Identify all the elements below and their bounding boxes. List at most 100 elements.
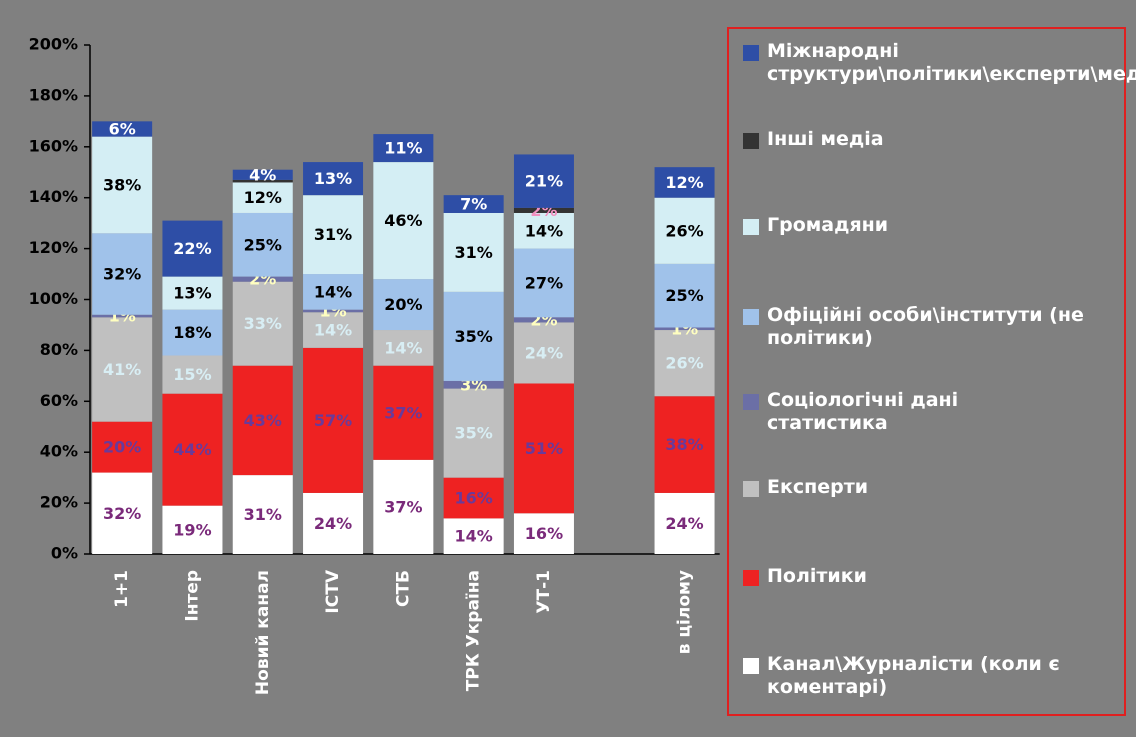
legend-label: Експерти <box>767 476 869 498</box>
legend-swatch <box>743 394 759 410</box>
x-tick-label: Новий канал <box>253 570 273 695</box>
legend-swatch <box>743 219 759 235</box>
bar-segment <box>92 314 153 318</box>
data-label: 12% <box>665 173 703 192</box>
x-tick-label: в цілому <box>675 570 695 654</box>
bar-segment <box>303 274 364 310</box>
data-label: 57% <box>314 411 352 430</box>
x-tick-label: УТ-1 <box>534 570 554 614</box>
bar-segment <box>513 212 574 249</box>
bar-segment <box>162 355 223 394</box>
data-label: 37% <box>384 403 422 422</box>
data-label: 6% <box>109 119 136 138</box>
data-label: 31% <box>314 225 352 244</box>
data-label: 14% <box>384 338 422 357</box>
legend-label: Канал\Журналісти (коли є коментарі) <box>767 653 1060 698</box>
bar-segment <box>92 136 153 234</box>
bar-segment <box>232 169 293 180</box>
y-tick-label: 180% <box>29 85 78 104</box>
bar-segment <box>232 281 293 366</box>
bar-segment <box>303 312 364 348</box>
data-label: 21% <box>525 172 563 191</box>
bar-segment <box>513 513 574 554</box>
legend-label: Міжнародні структури\політики\експерти\м… <box>767 40 1136 85</box>
data-label: 32% <box>103 504 141 523</box>
data-label: 4% <box>249 165 276 184</box>
y-tick-label: 80% <box>40 340 78 359</box>
bar-segment <box>373 134 434 163</box>
data-label: 14% <box>525 221 563 240</box>
legend-entry: Міжнародні структури\політики\експерти\м… <box>743 40 1136 86</box>
bar-segment <box>654 197 715 264</box>
data-label: 32% <box>103 265 141 284</box>
legend-entry: Інші медіа <box>743 128 1115 151</box>
data-label: 27% <box>525 273 563 292</box>
data-label: 16% <box>525 524 563 543</box>
bar-segment <box>654 327 715 331</box>
data-label: 46% <box>384 211 422 230</box>
data-label: 13% <box>314 169 352 188</box>
legend-swatch <box>743 570 759 586</box>
data-label: 14% <box>314 321 352 340</box>
y-tick-label: 100% <box>29 289 78 308</box>
bar-segment <box>654 330 715 397</box>
legend: Міжнародні структури\політики\експерти\м… <box>727 27 1136 716</box>
data-label: 24% <box>665 514 703 533</box>
data-label: 19% <box>173 520 211 539</box>
data-label: 35% <box>455 424 493 443</box>
bar-segment <box>373 162 434 280</box>
legend-entry: Політики <box>743 565 1115 588</box>
bar-segment <box>162 309 223 356</box>
bar-segment <box>373 279 434 331</box>
bar-segment <box>92 317 153 422</box>
bar-segment <box>513 248 574 318</box>
data-label: 31% <box>455 243 493 262</box>
data-label: 16% <box>455 489 493 508</box>
bar-segment <box>654 396 715 493</box>
legend-swatch <box>743 45 759 61</box>
bar-segment <box>443 518 504 554</box>
data-label: 44% <box>173 440 211 459</box>
y-tick-label: 40% <box>40 442 78 461</box>
bar-segment <box>654 263 715 328</box>
legend-swatch <box>743 481 759 497</box>
data-label: 20% <box>103 438 141 457</box>
bar-segment <box>303 162 364 196</box>
y-tick-label: 0% <box>51 544 78 563</box>
x-tick-label: ICTV <box>323 569 343 613</box>
bar-segment <box>513 154 574 208</box>
data-label: 51% <box>525 439 563 458</box>
data-label: 37% <box>384 497 422 516</box>
legend-swatch <box>743 658 759 674</box>
bar-segment <box>232 212 293 277</box>
legend-entry: Соціологічні дані статистика <box>743 389 1115 435</box>
data-label: 38% <box>665 435 703 454</box>
bar-segment <box>373 365 434 460</box>
data-label: 14% <box>455 527 493 546</box>
bar-segment <box>232 276 293 282</box>
x-tick-label: Інтер <box>182 570 202 622</box>
legend-entry: Громадяни <box>743 214 1115 237</box>
bar-segment <box>303 492 364 554</box>
data-label: 14% <box>314 282 352 301</box>
bar-segment <box>513 207 574 213</box>
bar-segment <box>373 330 434 366</box>
bar-segment <box>513 317 574 323</box>
y-tick-label: 140% <box>29 187 78 206</box>
bar-segment <box>92 121 153 137</box>
legend-swatch <box>743 133 759 149</box>
data-label: 25% <box>665 286 703 305</box>
data-label: 24% <box>525 343 563 362</box>
bar-segment <box>443 291 504 381</box>
legend-label: Офіційні особи\інститути (не політики) <box>767 304 1084 349</box>
bar-segment <box>373 459 434 554</box>
x-tick-label: СТБ <box>393 570 413 607</box>
data-label: 22% <box>173 239 211 258</box>
y-tick-label: 60% <box>40 391 78 410</box>
bar-segment <box>443 388 504 478</box>
bar-segment <box>232 365 293 476</box>
bar-segment <box>92 472 153 554</box>
data-label: 43% <box>244 411 282 430</box>
